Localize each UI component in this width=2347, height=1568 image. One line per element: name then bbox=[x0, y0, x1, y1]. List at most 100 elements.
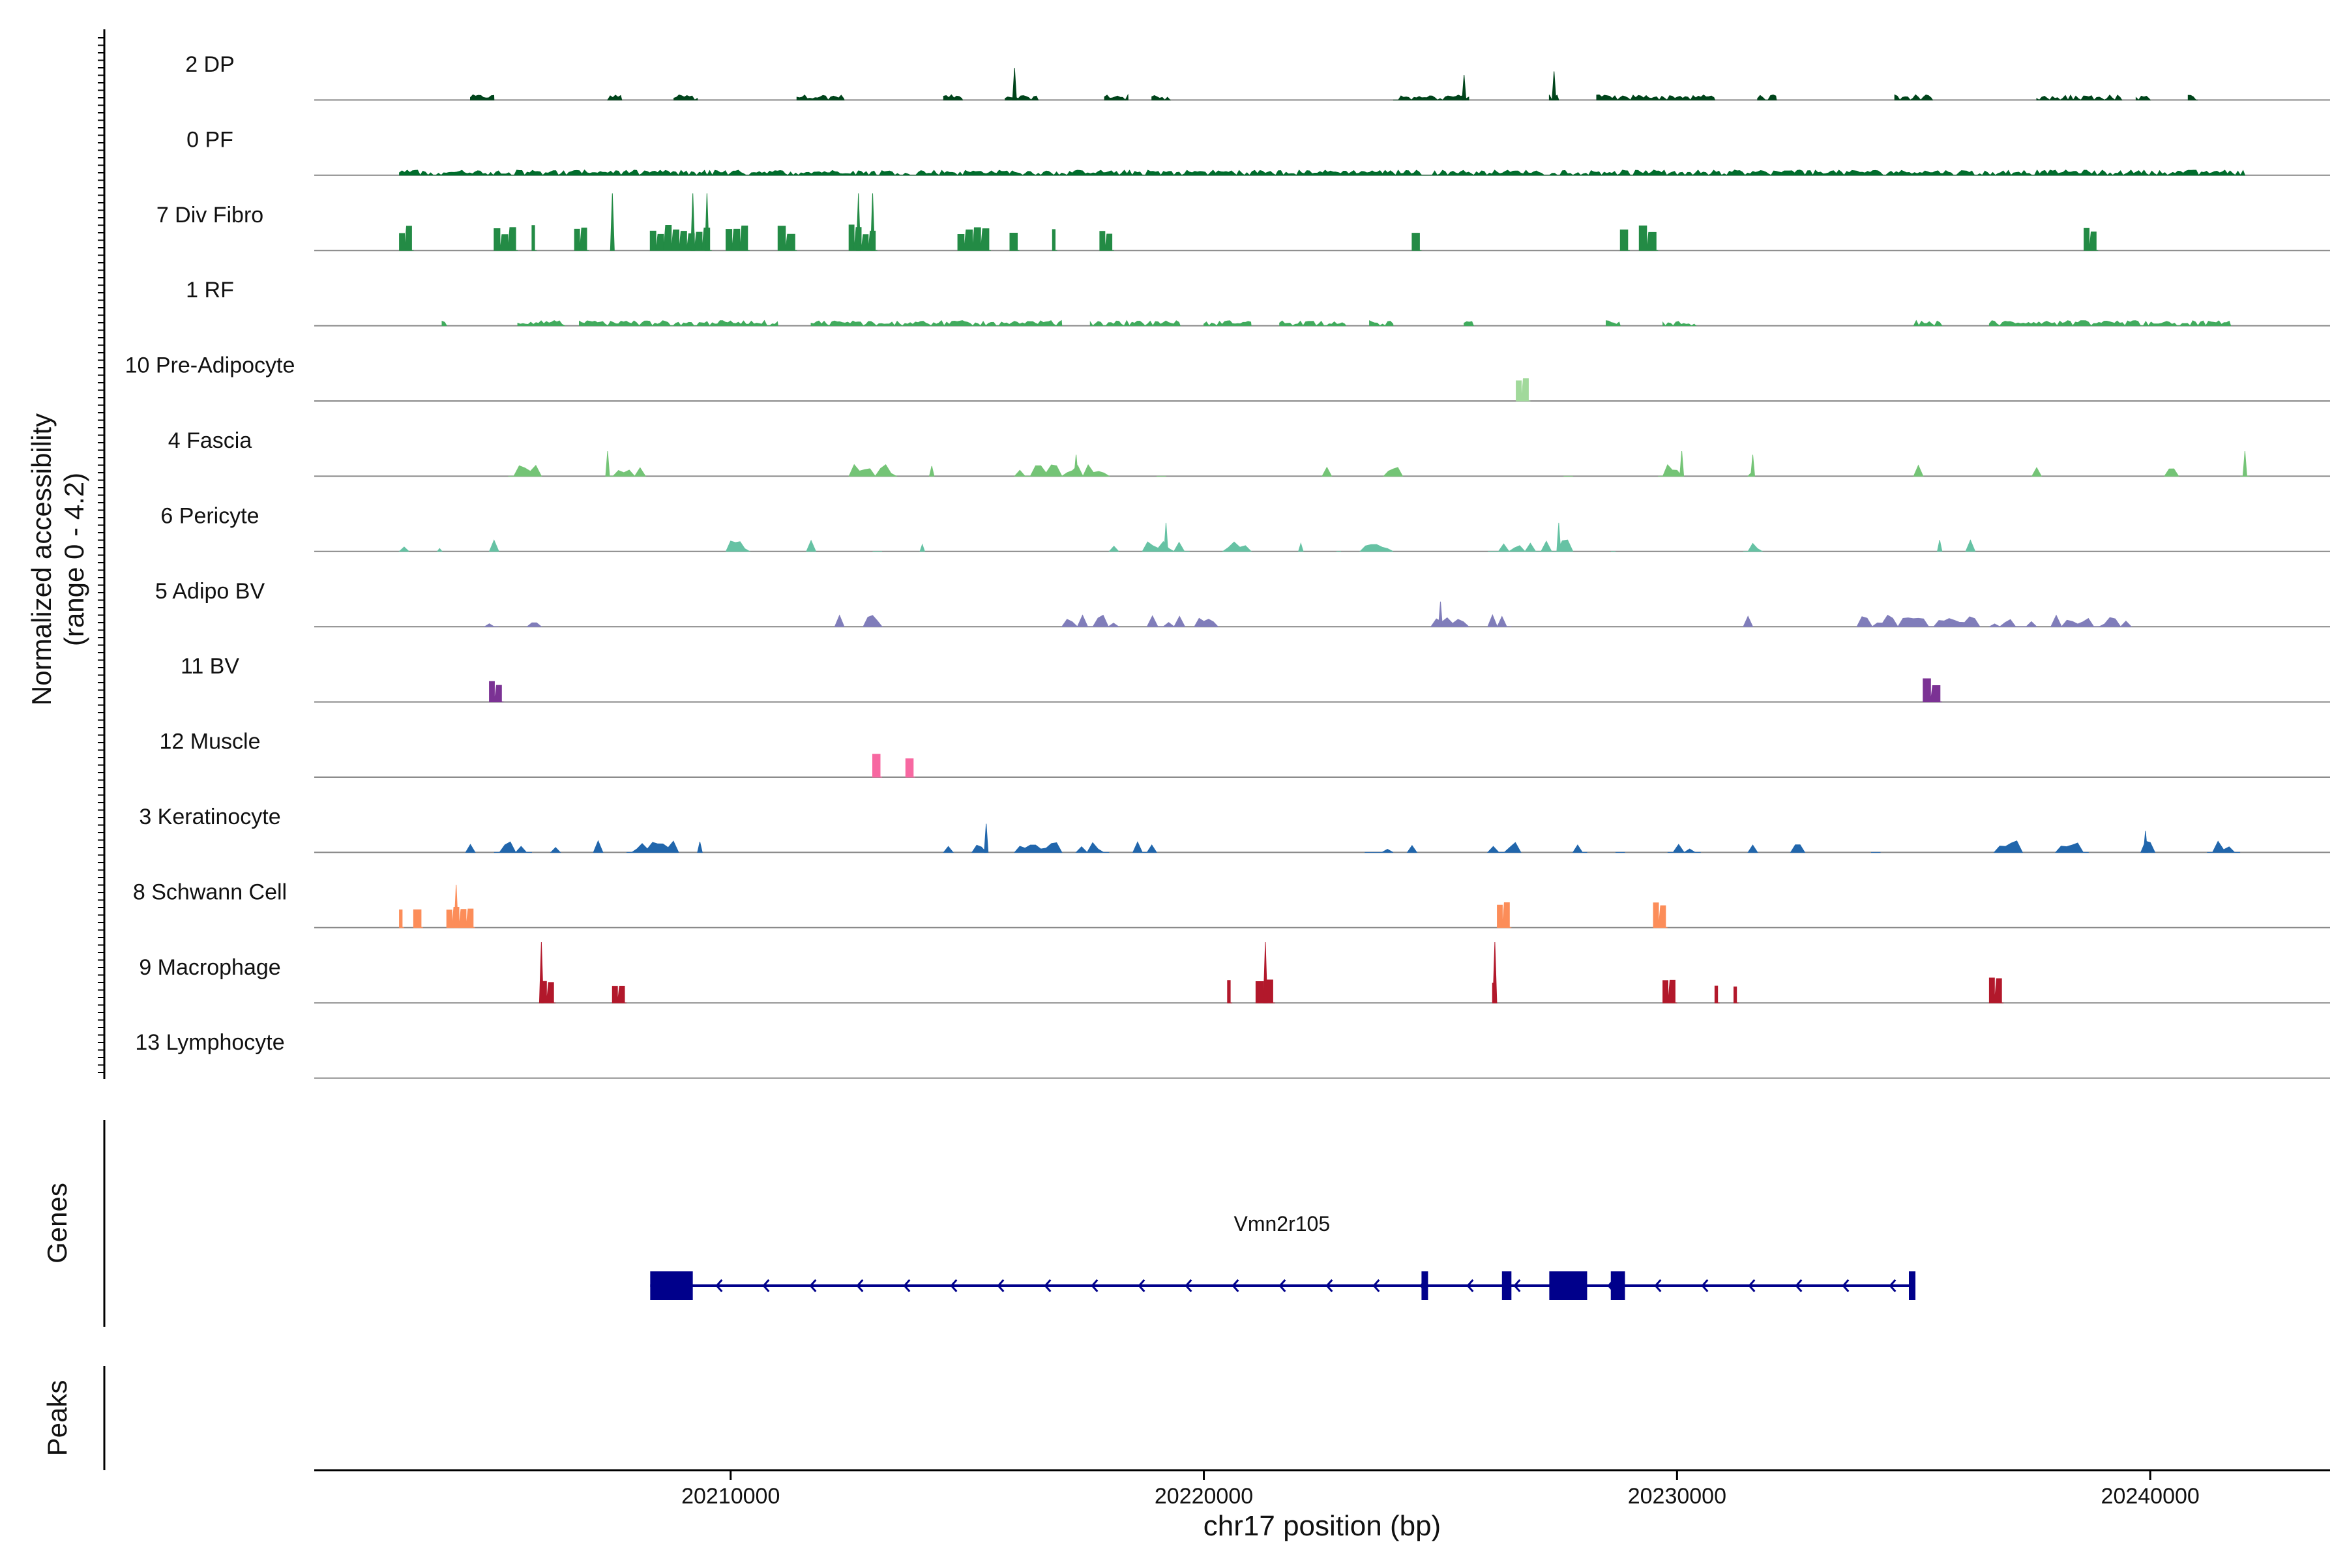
strand-arrow bbox=[1795, 1279, 1803, 1292]
coverage-region bbox=[574, 228, 589, 251]
strand-arrow bbox=[1654, 1279, 1662, 1292]
track-7: 6 Pericyte bbox=[160, 503, 2330, 552]
coverage-region bbox=[1743, 615, 1754, 627]
coverage-region bbox=[399, 170, 2246, 176]
coverage-region bbox=[1430, 617, 1470, 627]
track-13: 9 Macrophage bbox=[139, 941, 2330, 1004]
coverage-region bbox=[1658, 464, 1683, 477]
coverage-region bbox=[2140, 840, 2156, 853]
peaks-label: Peaks bbox=[42, 1380, 72, 1457]
coverage-region bbox=[1993, 840, 2024, 853]
track-10: 12 Muscle bbox=[160, 730, 2330, 778]
coverage-region bbox=[1279, 320, 1347, 327]
strand-arrow bbox=[762, 1279, 770, 1292]
coverage-tracks: 2 DP 0 PF 7 Div Fibro 1 RF 10 Pre-Adipocyte 4… bbox=[125, 52, 2330, 1079]
strand-arrow bbox=[1138, 1279, 1145, 1292]
coverage-region bbox=[1667, 844, 1701, 853]
strand-arrow bbox=[1044, 1279, 1052, 1292]
strand-arrow bbox=[1701, 1279, 1709, 1292]
coverage-peak bbox=[704, 193, 709, 251]
coverage-region bbox=[1227, 980, 1233, 1003]
coverage-peak bbox=[984, 823, 989, 853]
strand-arrow bbox=[950, 1279, 958, 1292]
strand-arrow bbox=[1842, 1279, 1850, 1292]
coverage-peak bbox=[870, 193, 876, 251]
coverage-region bbox=[1662, 321, 1697, 327]
track-label: 6 Pericyte bbox=[160, 503, 259, 528]
coverage-region bbox=[612, 986, 627, 1003]
coverage-region bbox=[1662, 979, 1677, 1003]
coverage-peak bbox=[1438, 601, 1443, 627]
coverage-region bbox=[2207, 840, 2241, 853]
coverage-region bbox=[1014, 464, 1111, 477]
coverage-region bbox=[608, 467, 647, 477]
coverage-region bbox=[1014, 842, 1063, 853]
coverage-region bbox=[446, 907, 475, 928]
coverage-region bbox=[2135, 95, 2151, 101]
coverage-region bbox=[1194, 617, 1219, 627]
coverage-region bbox=[863, 615, 883, 627]
coverage-region bbox=[436, 548, 443, 552]
coverage-region bbox=[1913, 319, 1943, 327]
coverage-region bbox=[2164, 468, 2179, 477]
coverage-region bbox=[1856, 614, 1981, 628]
coverage-region bbox=[470, 94, 495, 100]
coverage-region bbox=[1108, 545, 1120, 552]
coverage-peak bbox=[2242, 451, 2247, 477]
track-6: 4 Fascia bbox=[168, 428, 2330, 477]
coverage-region bbox=[1988, 320, 2232, 327]
coverage-region bbox=[1606, 320, 1621, 327]
coverage-region bbox=[1894, 94, 1934, 101]
track-label: 13 Lymphocyte bbox=[135, 1030, 284, 1055]
track-11: 3 Keratinocyte bbox=[139, 805, 2330, 853]
x-axis-ticks: 20210000 20220000 20230000 20240000 bbox=[681, 1470, 2200, 1509]
coverage-region bbox=[489, 681, 504, 703]
coverage-region bbox=[1790, 844, 1806, 853]
coverage-region bbox=[1572, 844, 1587, 853]
coverage-region bbox=[1653, 902, 1668, 928]
coverage-region bbox=[1411, 233, 1422, 251]
gene-exon bbox=[1501, 1271, 1512, 1300]
track-label: 10 Pre-Adipocyte bbox=[125, 353, 295, 378]
coverage-region bbox=[834, 614, 845, 627]
coverage-region bbox=[872, 754, 882, 778]
coverage-region bbox=[1061, 614, 1120, 628]
track-14: 13 Lymphocyte bbox=[135, 1030, 2330, 1079]
strand-arrow bbox=[1325, 1279, 1333, 1292]
coverage-region bbox=[673, 95, 698, 101]
coverage-region bbox=[1988, 977, 2004, 1003]
coverage-region bbox=[579, 319, 778, 327]
x-tick-label: 20240000 bbox=[2101, 1484, 2200, 1509]
coverage-region bbox=[1369, 320, 1394, 327]
coverage-region bbox=[1222, 541, 1252, 552]
coverage-region bbox=[1923, 678, 1942, 703]
gene-exon bbox=[650, 1271, 693, 1300]
coverage-region bbox=[1009, 233, 1020, 251]
coverage-region bbox=[777, 226, 797, 251]
strand-arrow bbox=[1185, 1279, 1192, 1292]
coverage-peak bbox=[856, 193, 861, 251]
gene-exon bbox=[1909, 1271, 1916, 1300]
coverage-region bbox=[413, 909, 423, 928]
coverage-region bbox=[398, 546, 410, 552]
coverage-region bbox=[943, 846, 954, 853]
coverage-region bbox=[1406, 845, 1418, 853]
coverage-region bbox=[1104, 93, 1129, 101]
coverage-region bbox=[848, 464, 898, 477]
strand-arrow bbox=[1372, 1279, 1380, 1292]
coverage-peak bbox=[1556, 522, 1561, 552]
coverage-region bbox=[483, 623, 499, 627]
y-axis-minor-ticks bbox=[98, 37, 104, 1073]
coverage-region bbox=[649, 225, 712, 251]
coverage-peak bbox=[1263, 941, 1268, 1003]
coverage-region bbox=[806, 539, 817, 552]
coverage-region bbox=[943, 94, 964, 100]
coverage-region bbox=[2050, 614, 2133, 628]
track-label: 2 DP bbox=[185, 52, 235, 77]
x-tick-label: 20220000 bbox=[1155, 1484, 1253, 1509]
coverage-region bbox=[494, 841, 532, 853]
coverage-region bbox=[2187, 95, 2198, 100]
coverage-region bbox=[1321, 466, 1333, 477]
